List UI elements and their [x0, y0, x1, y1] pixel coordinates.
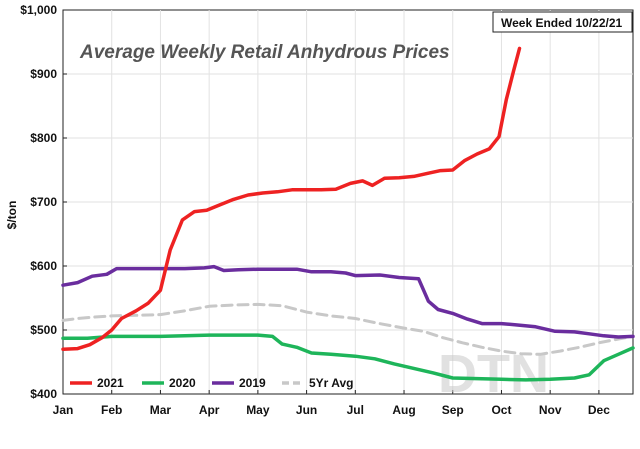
x-tick-label: Nov [539, 403, 562, 417]
y-tick-label: $600 [30, 259, 57, 273]
data-series [61, 46, 635, 382]
x-tick-label: Jan [53, 403, 74, 417]
x-tick-label: Oct [491, 403, 511, 417]
x-tick-label: Aug [392, 403, 415, 417]
week-ended-label: Week Ended 10/22/21 [501, 16, 623, 30]
legend-label: 5Yr Avg [309, 376, 353, 390]
x-tick-label: Sep [442, 403, 464, 417]
series-line-2020 [61, 333, 635, 382]
x-tick-label: Dec [588, 403, 610, 417]
watermark-logo: DTN [438, 344, 549, 404]
y-tick-label: $800 [30, 131, 57, 145]
y-tick-label: $400 [30, 387, 57, 401]
y-axis-label: $/ton [5, 201, 19, 230]
x-tick-label: May [246, 403, 270, 417]
legend: 2021 2020 2019 5Yr Avg [70, 376, 353, 390]
series-line-2021 [61, 46, 522, 351]
x-tick-label: Jul [347, 403, 364, 417]
y-tick-label: $500 [30, 323, 57, 337]
series-line-5yr-avg [61, 302, 635, 356]
y-axis-ticks: $400 $500 $600 $700 $800 $900 $1,000 [20, 3, 67, 401]
x-tick-label: Apr [199, 403, 220, 417]
legend-label: 2020 [169, 376, 196, 390]
x-tick-label: Mar [150, 403, 172, 417]
y-tick-label: $1,000 [20, 3, 57, 17]
week-ended-box: Week Ended 10/22/21 [492, 11, 633, 33]
y-tick-label: $900 [30, 67, 57, 81]
legend-label: 2019 [239, 376, 266, 390]
week-ended-frame [492, 11, 633, 33]
x-tick-label: Jun [296, 403, 317, 417]
x-tick-label: Feb [101, 403, 122, 417]
y-tick-label: $700 [30, 195, 57, 209]
chart-title: Average Weekly Retail Anhydrous Prices [79, 42, 450, 63]
legend-label: 2021 [97, 376, 124, 390]
series-line-2019 [61, 264, 635, 339]
x-axis-ticks: Jan Feb Mar Apr May Jun Jul Aug Sep Oct Nov Dec [53, 390, 610, 417]
